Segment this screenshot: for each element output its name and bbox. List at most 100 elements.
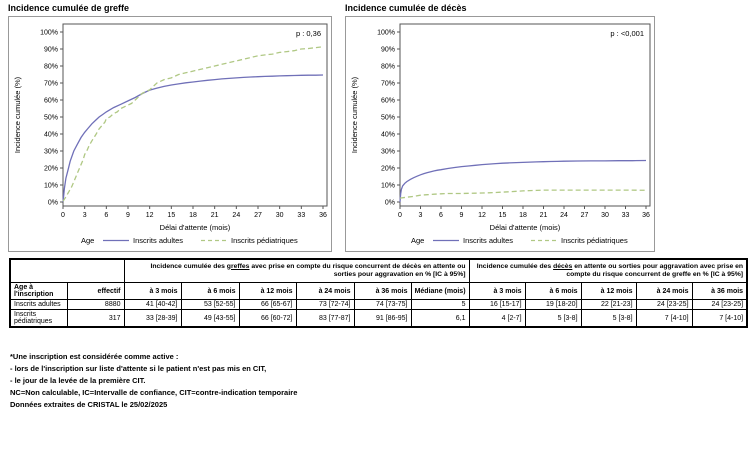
- svg-text:20%: 20%: [44, 166, 58, 173]
- table-cell: 91 [86-95]: [353, 309, 412, 328]
- svg-text:50%: 50%: [381, 115, 395, 122]
- column-header: à 6 mois: [524, 282, 582, 300]
- table-cell: 19 [18-20]: [524, 299, 582, 310]
- svg-text:15: 15: [167, 212, 175, 219]
- deces-header-underlined: décès: [553, 262, 573, 270]
- svg-text:3: 3: [419, 212, 423, 219]
- svg-text:0: 0: [398, 212, 402, 219]
- svg-text:12: 12: [478, 212, 486, 219]
- svg-text:33: 33: [297, 212, 305, 219]
- svg-text:33: 33: [622, 212, 630, 219]
- svg-text:15: 15: [499, 212, 507, 219]
- svg-text:10%: 10%: [44, 183, 58, 190]
- deces-header-suffix: en attente ou sorties pour aggravation a…: [566, 262, 744, 279]
- svg-text:24: 24: [560, 212, 568, 219]
- svg-text:Inscrits pédiatriques: Inscrits pédiatriques: [231, 236, 298, 245]
- svg-text:18: 18: [189, 212, 197, 219]
- table-cell: 24 [23-25]: [691, 299, 748, 310]
- svg-text:21: 21: [211, 212, 219, 219]
- deces-chart-panel: 0% 10% 20% 30% 40% 50% 60% 70% 80% 90% 100% 0 3 6 9 12 1…: [345, 16, 655, 252]
- svg-text:9: 9: [460, 212, 464, 219]
- column-header-effectif: effectif: [66, 282, 125, 300]
- table-cell: 49 [43-55]: [180, 309, 240, 328]
- svg-text:9: 9: [126, 212, 130, 219]
- svg-text:40%: 40%: [381, 132, 395, 139]
- column-header: à 36 mois: [691, 282, 748, 300]
- column-header: à 3 mois: [468, 282, 526, 300]
- column-header: à 12 mois: [580, 282, 637, 300]
- svg-text:Délai d'attente (mois): Délai d'attente (mois): [490, 223, 561, 232]
- footnote-line: - le jour de la levée de la première CIT…: [10, 376, 146, 385]
- deces-chart: 0%10%20%30%40%50%60%70%80%90%100%0 3 6 9 12 1…: [350, 23, 651, 245]
- table-cell: 66 [60-72]: [238, 309, 297, 328]
- column-header: à 36 mois: [353, 282, 412, 300]
- svg-text:80%: 80%: [381, 64, 395, 71]
- greffe-header-underlined: greffes: [226, 262, 250, 270]
- table-cell: 5 [3-8]: [580, 309, 637, 328]
- table-cell: 5 [3-8]: [524, 309, 582, 328]
- greffe-chart: 0%10%20%30%40%50%60%70%80%90%100%0 3 6 9 12 1…: [13, 23, 328, 245]
- table-cell: 317: [66, 309, 125, 328]
- table-row-adultes: Inscrits adultes 8880 41 [40-42] 53 [52-…: [9, 299, 748, 310]
- table-cell: 74 [73-75]: [353, 299, 412, 310]
- table-cell: 41 [40-42]: [123, 299, 182, 310]
- svg-text:12: 12: [146, 212, 154, 219]
- svg-text:40%: 40%: [44, 132, 58, 139]
- greffe-chart-panel: 0% 10% 20% 30% 40% 50% 60% 70% 80% 90% 100% 0 3 6 9 12 1…: [8, 16, 332, 252]
- column-header: à 6 mois: [180, 282, 240, 300]
- table-cell: 4 [2-7]: [468, 309, 526, 328]
- table-cell: 24 [23-25]: [635, 299, 693, 310]
- greffe-chart-title: Incidence cumulée de greffe: [8, 3, 130, 13]
- svg-text:27: 27: [254, 212, 262, 219]
- svg-text:Age: Age: [411, 236, 424, 245]
- table-cell: 53 [52-55]: [180, 299, 240, 310]
- svg-text:70%: 70%: [381, 81, 395, 88]
- footnote-line: *Une inscription est considérée comme ac…: [10, 352, 179, 361]
- row-label: Inscrits adultes: [9, 299, 68, 310]
- table-cell: 6,1: [410, 309, 470, 328]
- svg-text:Inscrits adultes: Inscrits adultes: [133, 236, 183, 245]
- column-header-age: Age à l'inscription: [9, 282, 68, 300]
- svg-text:p : <0,001: p : <0,001: [610, 29, 644, 38]
- column-header: à 24 mois: [635, 282, 693, 300]
- svg-text:70%: 70%: [44, 81, 58, 88]
- svg-text:Age: Age: [81, 236, 94, 245]
- svg-text:60%: 60%: [381, 98, 395, 105]
- table-subheader-row: Age à l'inscription effectif à 3 mois à …: [9, 282, 748, 300]
- svg-text:30%: 30%: [381, 149, 395, 156]
- row-label: Inscrits pédiatriques: [9, 309, 68, 328]
- svg-text:6: 6: [439, 212, 443, 219]
- table-cell: 22 [21-23]: [580, 299, 637, 310]
- footnote-line: Données extraites de CRISTAL le 25/02/20…: [10, 400, 168, 409]
- deces-chart-title: Incidence cumulée de décès: [345, 3, 467, 13]
- svg-text:0%: 0%: [385, 200, 395, 207]
- svg-text:30%: 30%: [44, 149, 58, 156]
- svg-text:30: 30: [276, 212, 284, 219]
- svg-text:Délai d'attente (mois): Délai d'attente (mois): [160, 223, 231, 232]
- svg-text:0%: 0%: [48, 200, 58, 207]
- deces-header-prefix: Incidence cumulée des: [476, 262, 554, 270]
- column-header: à 12 mois: [238, 282, 297, 300]
- table-row-pediatriques: Inscrits pédiatriques 317 33 [28-39] 49 …: [9, 309, 748, 328]
- table-cell: 7 [4-10]: [635, 309, 693, 328]
- svg-text:90%: 90%: [381, 47, 395, 54]
- svg-text:Incidence cumulée (%): Incidence cumulée (%): [350, 76, 359, 153]
- svg-text:p : 0,36: p : 0,36: [296, 29, 321, 38]
- svg-text:24: 24: [232, 212, 240, 219]
- svg-text:36: 36: [642, 212, 650, 219]
- footnote-line: NC=Non calculable, IC=Intervalle de conf…: [10, 388, 298, 397]
- table-group-header-row: Incidence cumulée des greffes avec prise…: [9, 258, 748, 283]
- column-header: à 3 mois: [123, 282, 182, 300]
- svg-text:30: 30: [601, 212, 609, 219]
- footnote-line: - lors de l'inscription sur liste d'atte…: [10, 364, 267, 373]
- table-cell: 66 [65-67]: [238, 299, 297, 310]
- deces-group-header: Incidence cumulée des décès en attente o…: [468, 258, 748, 283]
- svg-text:50%: 50%: [44, 115, 58, 122]
- greffe-header-prefix: Incidence cumulée des: [150, 262, 227, 270]
- svg-text:Inscrits adultes: Inscrits adultes: [463, 236, 513, 245]
- svg-text:Inscrits pédiatriques: Inscrits pédiatriques: [561, 236, 628, 245]
- svg-text:100%: 100%: [377, 30, 395, 37]
- svg-text:80%: 80%: [44, 64, 58, 71]
- svg-text:Incidence cumulée (%): Incidence cumulée (%): [13, 76, 22, 153]
